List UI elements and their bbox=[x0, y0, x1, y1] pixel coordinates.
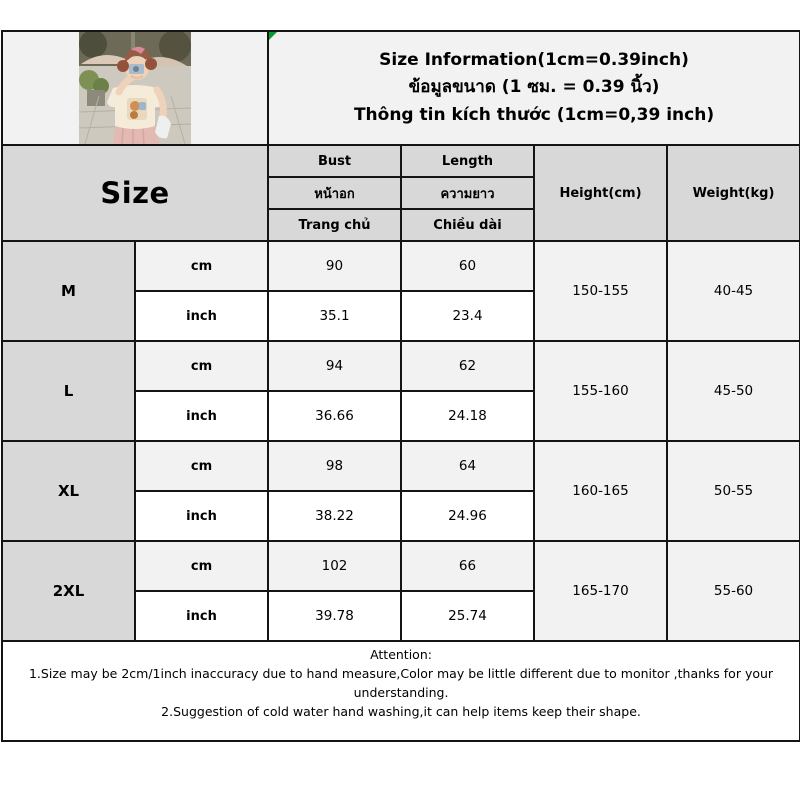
table-row-xl-inch: inch 38.22 24.96 bbox=[2, 490, 800, 542]
length-header-en: Length bbox=[400, 144, 535, 178]
table-row-l-inch: inch 36.66 24.18 bbox=[2, 390, 800, 442]
length-cm-value: 62 bbox=[400, 340, 535, 392]
attention-note-1: 1.Size may be 2cm/1inch inaccuracy due t… bbox=[28, 666, 774, 700]
unit-cell-cm: cm bbox=[134, 340, 269, 392]
size-label-cell: L bbox=[1, 340, 136, 442]
bust-inch-value: 36.66 bbox=[267, 390, 402, 442]
length-header-th: ความยาว bbox=[400, 176, 535, 210]
unit-cell-cm: cm bbox=[134, 440, 269, 492]
product-photo-illustration bbox=[79, 33, 191, 143]
attention-cell: Attention: 1.Size may be 2cm/1inch inacc… bbox=[0, 640, 800, 742]
table-header-row: Size Bust Length Height(cm) Weight(kg) bbox=[1, 144, 800, 242]
size-label-cell: M bbox=[1, 240, 136, 342]
length-header-vi: Chiều dài bbox=[400, 208, 535, 242]
attention-row: Attention: 1.Size may be 2cm/1inch inacc… bbox=[0, 640, 800, 742]
length-inch-value: 24.96 bbox=[400, 490, 535, 542]
height-value: 160-165 bbox=[533, 440, 668, 542]
bust-inch-value: 39.78 bbox=[267, 590, 402, 642]
length-cm-value: 66 bbox=[400, 540, 535, 592]
table-header-row: หน้าอก ความยาว bbox=[2, 176, 800, 210]
weight-value: 55-60 bbox=[665, 540, 800, 642]
size-table: Size Information(1cm=0.39inch) ข้อมูลขนา… bbox=[0, 30, 800, 742]
title-line-vi: Thông tin kích thước (1cm=0,39 inch) bbox=[353, 104, 715, 125]
table-header-row: Trang chủ Chiều dài bbox=[2, 208, 800, 242]
weight-column-header: Weight(kg) bbox=[665, 144, 800, 242]
size-label-cell: XL bbox=[1, 440, 136, 542]
unit-cell-inch: inch bbox=[134, 390, 269, 442]
table-row-xl: XL cm 98 64 160-165 50-55 bbox=[1, 440, 800, 542]
title-line-th: ข้อมูลขนาด (1 ซม. = 0.39 นิ้ว) bbox=[408, 77, 660, 98]
weight-value: 50-55 bbox=[665, 440, 800, 542]
weight-value: 40-45 bbox=[665, 240, 800, 342]
table-row-l: L cm 94 62 155-160 45-50 bbox=[1, 340, 800, 442]
size-column-header: Size bbox=[1, 144, 269, 242]
bust-cm-value: 90 bbox=[267, 240, 402, 292]
attention-title: Attention: bbox=[370, 647, 432, 662]
unit-cell-cm: cm bbox=[134, 240, 269, 292]
unit-cell-inch: inch bbox=[134, 490, 269, 542]
table-row: Size Information(1cm=0.39inch) ข้อมูลขนา… bbox=[1, 30, 800, 146]
bust-header-vi: Trang chủ bbox=[267, 208, 402, 242]
size-label-cell: 2XL bbox=[1, 540, 136, 642]
weight-value: 45-50 bbox=[665, 340, 800, 442]
table-row-2xl-inch: inch 39.78 25.74 bbox=[2, 590, 800, 642]
height-value: 150-155 bbox=[533, 240, 668, 342]
height-value: 155-160 bbox=[533, 340, 668, 442]
length-inch-value: 23.4 bbox=[400, 290, 535, 342]
size-chart-sheet: Size Information(1cm=0.39inch) ข้อมูลขนา… bbox=[0, 30, 800, 742]
table-row-m: M cm 90 60 150-155 40-45 bbox=[1, 240, 800, 342]
unit-cell-inch: inch bbox=[134, 290, 269, 342]
bust-inch-value: 35.1 bbox=[267, 290, 402, 342]
length-cm-value: 64 bbox=[400, 440, 535, 492]
bust-cm-value: 98 bbox=[267, 440, 402, 492]
attention-note-2: 2.Suggestion of cold water hand washing,… bbox=[161, 704, 641, 719]
bust-header-en: Bust bbox=[267, 144, 402, 178]
unit-cell-cm: cm bbox=[134, 540, 269, 592]
size-information-title-cell: Size Information(1cm=0.39inch) ข้อมูลขนา… bbox=[266, 30, 800, 146]
product-photo-cell bbox=[1, 30, 269, 146]
bust-cm-value: 102 bbox=[267, 540, 402, 592]
unit-cell-inch: inch bbox=[134, 590, 269, 642]
bust-header-th: หน้าอก bbox=[267, 176, 402, 210]
length-cm-value: 60 bbox=[400, 240, 535, 292]
length-inch-value: 24.18 bbox=[400, 390, 535, 442]
title-line-en: Size Information(1cm=0.39inch) bbox=[379, 49, 689, 70]
table-row-m-inch: inch 35.1 23.4 bbox=[2, 290, 800, 342]
bust-cm-value: 94 bbox=[267, 340, 402, 392]
table-row-2xl: 2XL cm 102 66 165-170 55-60 bbox=[1, 540, 800, 642]
height-column-header: Height(cm) bbox=[533, 144, 668, 242]
bust-inch-value: 38.22 bbox=[267, 490, 402, 542]
length-inch-value: 25.74 bbox=[400, 590, 535, 642]
height-value: 165-170 bbox=[533, 540, 668, 642]
green-corner-marker-icon bbox=[270, 33, 277, 40]
